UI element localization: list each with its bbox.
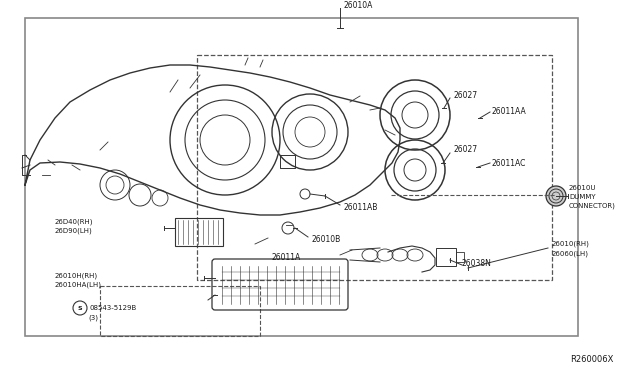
Text: DUMMY: DUMMY	[569, 194, 596, 200]
Bar	[436, 248, 456, 266]
Text: 26011AA: 26011AA	[492, 108, 527, 116]
Text: S: S	[77, 305, 83, 311]
Text: 26D90(LH): 26D90(LH)	[55, 228, 93, 234]
Bar	[197, 55, 552, 280]
Bar	[100, 286, 260, 336]
Text: 26010H(RH): 26010H(RH)	[55, 273, 98, 279]
Text: 26010A: 26010A	[343, 1, 372, 10]
Text: 26060(LH): 26060(LH)	[552, 251, 589, 257]
Text: 26027: 26027	[453, 145, 477, 154]
Text: 26D40(RH): 26D40(RH)	[55, 219, 93, 225]
Bar	[175, 218, 223, 246]
Text: 08543-5129B: 08543-5129B	[90, 305, 137, 311]
Text: CONNECTOR): CONNECTOR)	[569, 203, 616, 209]
Bar	[456, 252, 464, 262]
Text: 26038N: 26038N	[462, 259, 492, 267]
Text: 26010(RH): 26010(RH)	[552, 241, 590, 247]
Bar	[25, 18, 578, 336]
Text: (3): (3)	[88, 315, 98, 321]
Text: 26010B: 26010B	[311, 234, 340, 244]
Text: 26010HA(LH): 26010HA(LH)	[55, 282, 102, 288]
Text: 26011A: 26011A	[272, 253, 301, 263]
Text: 26011AB: 26011AB	[343, 202, 378, 212]
Text: 26027: 26027	[453, 90, 477, 99]
Text: 26010U: 26010U	[569, 185, 596, 191]
Text: 26011AC: 26011AC	[492, 158, 526, 167]
Circle shape	[546, 186, 566, 206]
Text: R260006X: R260006X	[570, 356, 613, 365]
